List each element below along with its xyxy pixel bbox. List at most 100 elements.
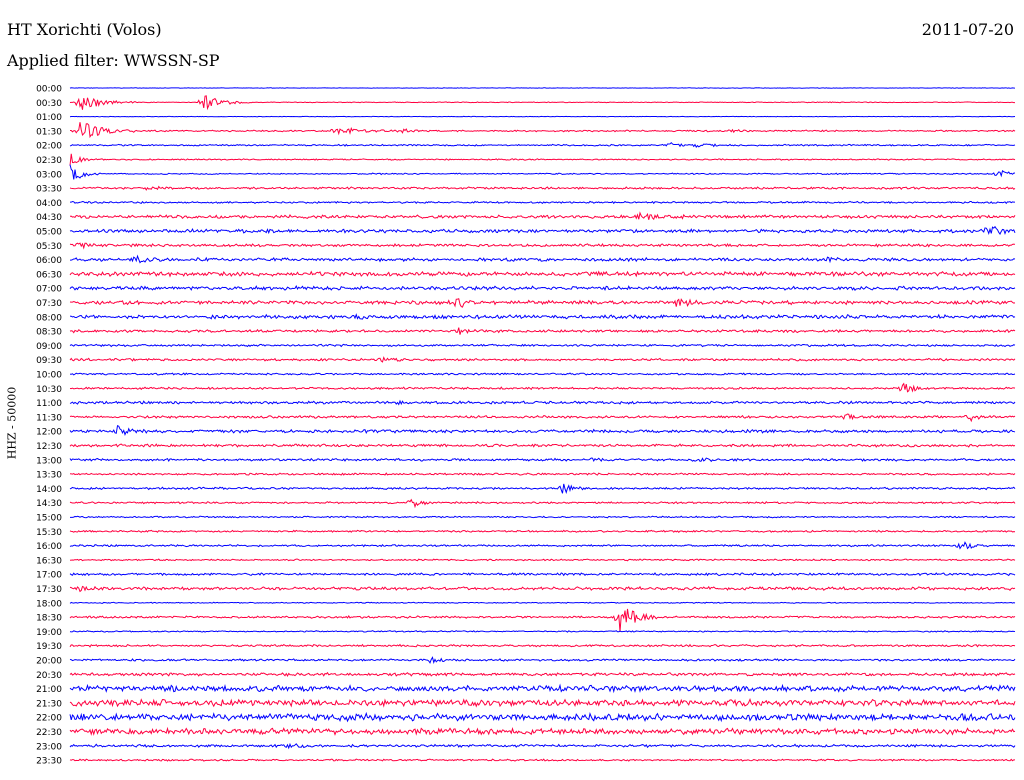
row-time-label: 04:30 bbox=[36, 213, 62, 223]
trace-row bbox=[69, 242, 1016, 250]
trace-row bbox=[69, 327, 1016, 335]
row-time-label: 04:00 bbox=[36, 199, 62, 209]
row-time-label: 09:00 bbox=[36, 342, 62, 352]
trace-row bbox=[69, 122, 1016, 139]
station-title: HT Xorichti (Volos) bbox=[7, 20, 162, 39]
row-time-label: 12:30 bbox=[36, 442, 62, 452]
trace-row bbox=[69, 298, 1016, 308]
row-time-label: 06:00 bbox=[36, 256, 62, 266]
row-time-label: 10:00 bbox=[36, 371, 62, 381]
trace-row bbox=[69, 483, 1016, 494]
row-time-label: 22:30 bbox=[36, 728, 62, 738]
row-time-label: 13:30 bbox=[36, 471, 62, 481]
row-time-label: 08:30 bbox=[36, 328, 62, 338]
row-time-label: 08:00 bbox=[36, 313, 62, 323]
trace-row bbox=[69, 608, 1016, 632]
trace-row bbox=[69, 95, 1016, 111]
trace-row bbox=[69, 356, 1016, 363]
trace-row bbox=[69, 164, 1016, 180]
trace-row bbox=[69, 498, 1016, 509]
row-time-label: 22:00 bbox=[36, 714, 62, 724]
row-time-label: 15:30 bbox=[36, 528, 62, 538]
trace-row bbox=[69, 630, 1016, 633]
trace-group bbox=[69, 87, 1016, 762]
row-time-label: 18:30 bbox=[36, 614, 62, 624]
row-time-label: 10:30 bbox=[36, 385, 62, 395]
trace-row bbox=[69, 726, 1016, 736]
row-time-label: 01:30 bbox=[36, 127, 62, 137]
trace-row bbox=[69, 698, 1016, 708]
row-time-label: 19:00 bbox=[36, 628, 62, 638]
row-time-label: 16:30 bbox=[36, 556, 62, 566]
row-time-label: 12:00 bbox=[36, 428, 62, 438]
trace-row bbox=[69, 558, 1016, 562]
trace-row bbox=[69, 643, 1016, 648]
row-time-label: 15:00 bbox=[36, 514, 62, 524]
row-time-label: 07:00 bbox=[36, 285, 62, 295]
trace-row bbox=[69, 683, 1016, 694]
trace-row bbox=[69, 671, 1016, 677]
trace-row bbox=[69, 572, 1016, 577]
trace-row bbox=[69, 711, 1016, 723]
row-time-label: 05:00 bbox=[36, 228, 62, 238]
row-time-label: 20:30 bbox=[36, 671, 62, 681]
row-time-label: 05:30 bbox=[36, 242, 62, 252]
row-time-label: 02:30 bbox=[36, 156, 62, 166]
row-time-label: 17:30 bbox=[36, 585, 62, 595]
row-time-label: 23:30 bbox=[36, 757, 62, 767]
row-time-label: 19:30 bbox=[36, 642, 62, 652]
trace-row bbox=[69, 656, 1016, 664]
row-time-label: 11:00 bbox=[36, 399, 62, 409]
trace-row bbox=[69, 372, 1016, 376]
trace-row bbox=[69, 601, 1016, 604]
row-label-group: 00:00 00:30 01:00 01:30 02:00 02:30 03:00 03:30… bbox=[36, 85, 62, 767]
trace-row bbox=[69, 285, 1016, 292]
trace-row bbox=[69, 443, 1016, 448]
trace-row bbox=[69, 115, 1016, 118]
row-time-label: 00:30 bbox=[36, 99, 62, 109]
trace-row bbox=[69, 153, 1016, 166]
trace-row bbox=[69, 211, 1016, 221]
row-time-label: 18:00 bbox=[36, 599, 62, 609]
trace-row bbox=[69, 225, 1016, 236]
row-time-label: 23:00 bbox=[36, 742, 62, 752]
trace-row bbox=[69, 185, 1016, 191]
trace-row bbox=[69, 413, 1016, 423]
trace-row bbox=[69, 424, 1016, 436]
row-time-label: 14:30 bbox=[36, 499, 62, 509]
row-time-label: 13:00 bbox=[36, 456, 62, 466]
row-time-label: 07:30 bbox=[36, 299, 62, 309]
trace-row bbox=[69, 382, 1016, 393]
row-time-label: 02:00 bbox=[36, 142, 62, 152]
trace-row bbox=[69, 472, 1016, 476]
row-time-label: 21:00 bbox=[36, 685, 62, 695]
row-time-label: 20:00 bbox=[36, 657, 62, 667]
row-time-label: 17:00 bbox=[36, 571, 62, 581]
trace-row bbox=[69, 200, 1016, 205]
trace-row bbox=[69, 141, 1016, 149]
recording-date: 2011-07-20 bbox=[921, 20, 1014, 39]
filter-label: Applied filter: WWSSN-SP bbox=[7, 51, 220, 70]
row-time-label: 11:30 bbox=[36, 413, 62, 423]
trace-row bbox=[69, 515, 1016, 519]
trace-row bbox=[69, 254, 1016, 264]
trace-row bbox=[69, 585, 1016, 593]
row-time-label: 03:00 bbox=[36, 170, 62, 180]
row-time-label: 16:00 bbox=[36, 542, 62, 552]
row-time-label: 14:00 bbox=[36, 485, 62, 495]
trace-row bbox=[69, 742, 1016, 750]
trace-row bbox=[69, 270, 1016, 278]
trace-row bbox=[69, 758, 1016, 762]
trace-row bbox=[69, 541, 1016, 550]
trace-row bbox=[69, 87, 1016, 89]
row-time-label: 03:30 bbox=[36, 185, 62, 195]
trace-row bbox=[69, 457, 1016, 463]
row-time-label: 21:30 bbox=[36, 699, 62, 709]
trace-row bbox=[69, 529, 1016, 533]
trace-row bbox=[69, 313, 1016, 320]
trace-row bbox=[69, 399, 1016, 406]
row-time-label: 09:30 bbox=[36, 356, 62, 366]
row-time-label: 01:00 bbox=[36, 113, 62, 123]
trace-row bbox=[69, 343, 1016, 348]
